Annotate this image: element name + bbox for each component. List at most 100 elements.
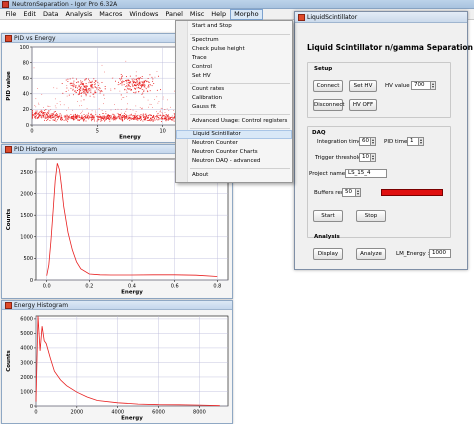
menu-item-liquid-scintillator[interactable]: Liquid Scintillator [176,130,292,139]
hv-off-button[interactable]: HV OFF [349,99,377,111]
start-button[interactable]: Start [313,210,343,222]
scatter-point [134,84,136,86]
scatter-point [104,88,106,90]
scatter-point [127,115,129,117]
menu-item-start-and-stop[interactable]: Start and Stop [192,23,232,29]
scatter-point [126,115,128,116]
buffers-req-input[interactable]: 50 [342,188,356,197]
scatter-point [41,94,43,95]
scatter-point [138,77,140,79]
menu-item-neutron-counter[interactable]: Neutron Counter [192,140,238,146]
scatter-point [156,89,158,91]
menu-morpho[interactable]: Morpho [229,8,264,20]
scatter-point [146,115,148,117]
scatter-point [126,79,128,81]
connect-button[interactable]: Connect [313,80,343,92]
scatter-point [88,78,90,80]
scatter-point [162,98,164,100]
menu-item-neutron-counter-charts[interactable]: Neutron Counter Charts [192,149,258,155]
x-tick-label: 0.6 [171,284,179,290]
pid-histogram-window[interactable]: PID Histogram 0 500 1000 1500 2000 2500 0.0 0.2… [1,144,233,299]
lm-energy-input[interactable]: 1000 [429,249,451,258]
hv-value-stepper[interactable] [431,81,436,90]
menu-file[interactable]: File [5,9,17,18]
menu-item-calibration[interactable]: Calibration [192,95,222,101]
scatter-point [81,117,83,119]
scatter-point [128,117,130,118]
menu-help[interactable]: Help [211,9,227,18]
scatter-point [115,80,116,82]
scatter-point [151,117,153,118]
panel-titlebar[interactable]: LiquidScintillator [295,12,467,23]
scatter-point [91,114,92,116]
menu-item-gauss-fit[interactable]: Gauss fit [192,104,217,110]
menu-item-neutron-daq-advanced[interactable]: Neutron DAQ - advanced [192,158,261,164]
pid-energy-title-text: PID vs Energy [14,35,56,42]
scatter-point [85,87,87,89]
integration-time-input[interactable]: 60 [359,137,371,146]
menu-macros[interactable]: Macros [99,9,123,18]
pid-time-input[interactable]: 1 [407,137,419,146]
menu-item-trace[interactable]: Trace [192,55,207,61]
scatter-point [145,118,146,120]
scatter-point [56,117,58,118]
scatter-point [125,110,127,112]
scatter-point [129,115,131,117]
scatter-point [131,115,133,116]
trigger-threshold-stepper[interactable] [371,153,376,162]
disconnect-button[interactable]: Disconnect [313,99,345,111]
integration-time-stepper[interactable] [371,137,376,146]
menu-item-set-hv[interactable]: Set HV [192,73,211,79]
menu-item-count-rates[interactable]: Count rates [192,86,225,92]
menu-item-about[interactable]: About [192,172,209,178]
scatter-point [114,88,116,90]
menu-edit[interactable]: Edit [23,9,36,18]
menu-item-control[interactable]: Control [192,64,212,70]
menu-misc[interactable]: Misc [189,9,205,18]
scatter-point [78,89,80,90]
scatter-point [160,118,162,120]
scatter-point [101,110,103,111]
scatter-point [87,88,89,90]
scatter-point [55,111,56,112]
scatter-point [52,119,54,121]
menu-item-check-pulse-height[interactable]: Check pulse height [192,46,245,52]
scatter-point [42,112,44,114]
scatter-point [53,114,55,116]
analyze-button[interactable]: Analyze [356,248,386,260]
set-hv-button[interactable]: Set HV [349,80,377,92]
project-name-input[interactable]: LS_15_4 [345,169,387,178]
scatter-point [152,80,154,82]
display-button[interactable]: Display [313,248,343,260]
energy-histogram-window-title[interactable]: Energy Histogram [2,301,232,310]
energy-histogram-window[interactable]: Energy Histogram 0 1000 2000 3000 4000 5000 60… [1,300,233,424]
scatter-point [94,90,96,92]
energy-histogram-trace [35,315,220,407]
scatter-point [83,89,85,91]
menu-item-spectrum[interactable]: Spectrum [192,37,219,43]
scatter-point [91,87,93,89]
hv-value-input[interactable]: 700 [411,81,431,90]
scatter-point [40,109,42,111]
menu-windows[interactable]: Windows [129,9,159,18]
scatter-point [139,81,141,83]
scatter-point [124,88,126,90]
pid-histogram-window-title[interactable]: PID Histogram [2,145,232,154]
scatter-point [87,114,89,116]
liquid-scintillator-panel[interactable]: LiquidScintillator Liquid Scintillator n… [294,11,473,270]
stop-button[interactable]: Stop [356,210,386,222]
menu-analysis[interactable]: Analysis [65,9,93,18]
scatter-point [56,112,58,114]
pid-energy-window-title[interactable]: PID vs Energy [2,34,232,43]
scatter-point [73,85,75,87]
trigger-threshold-input[interactable]: 10 [359,153,371,162]
buffers-req-stepper[interactable] [356,188,361,197]
pid-time-stepper[interactable] [419,137,424,146]
scatter-point [162,117,163,119]
scatter-point [42,112,44,113]
scatter-point [140,87,142,89]
menu-item-advanced-usage[interactable]: Advanced Usage: Control registers [192,118,288,124]
scatter-point [144,119,146,121]
menu-panel[interactable]: Panel [165,9,183,18]
menu-data[interactable]: Data [42,9,59,18]
